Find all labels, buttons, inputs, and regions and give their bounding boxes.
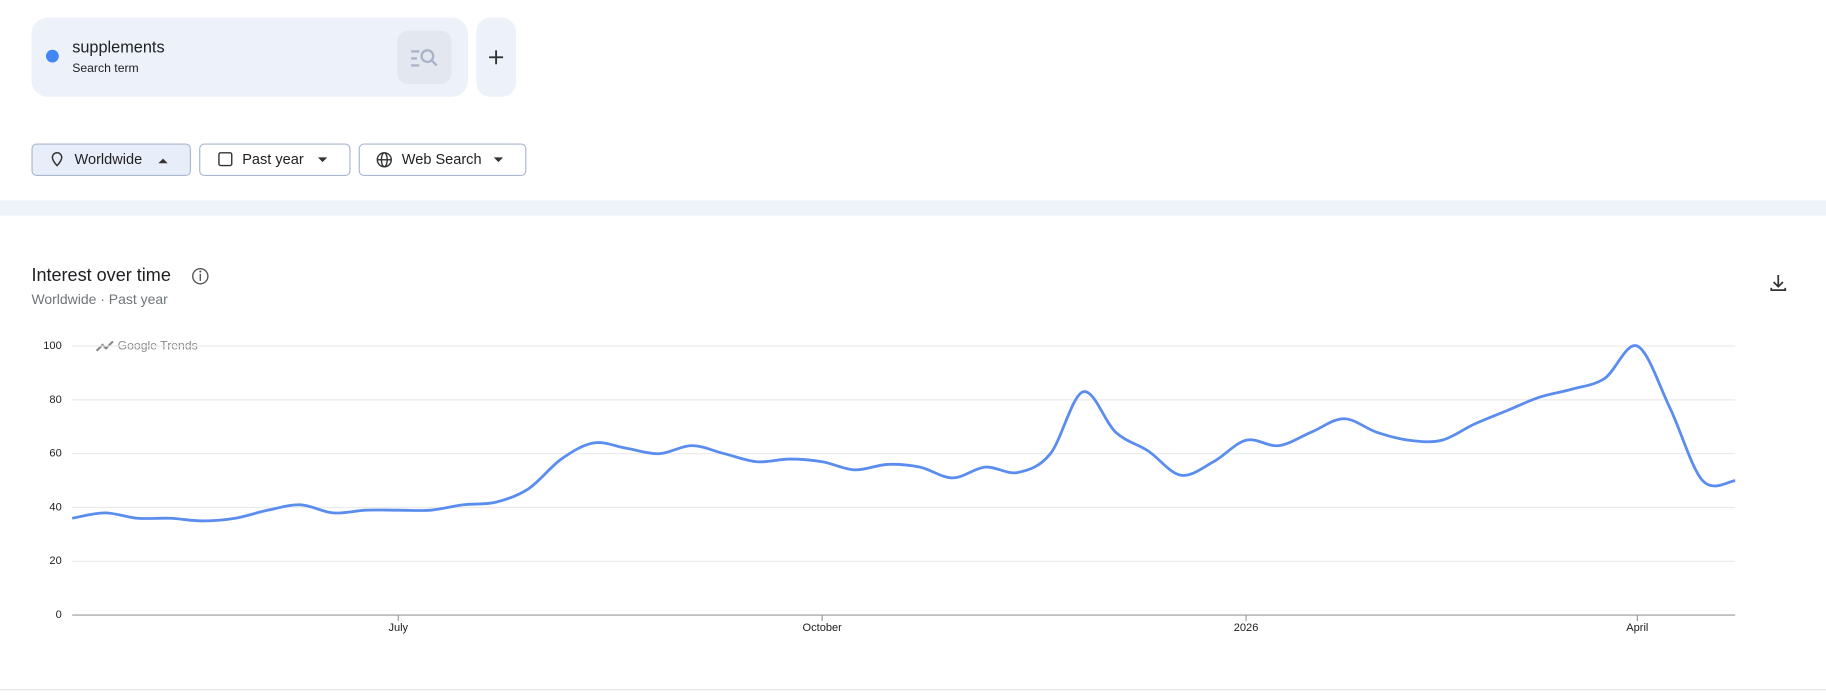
y-tick-label: 60 [49,448,61,460]
watermark: Google Trends [118,338,198,352]
term-icon-glyph [411,49,438,67]
filter-location[interactable] [31,143,191,177]
pin-icon [51,152,63,167]
plus-icon [489,50,504,65]
divider-band [0,200,1826,216]
search-term-card[interactable] [31,17,469,97]
caret [158,158,168,164]
filter-label: Worldwide [75,152,143,168]
calendar-icon [218,152,233,167]
trend-line [71,344,1736,523]
x-tick-label: October [803,622,843,634]
term-kind: Search term [72,61,139,75]
y-tick-label: 20 [49,555,61,567]
y-tick-label: 80 [49,394,61,406]
term-icon[interactable] [397,30,452,85]
term-name: supplements [72,38,164,56]
caret [493,157,504,163]
caret [317,157,328,163]
download-icon[interactable] [1770,275,1787,292]
y-tick-label: 0 [56,609,62,621]
x-tick-label: July [388,622,408,634]
chart-title: Interest over time [31,265,170,285]
chart-subtitle: Worldwide · Past year [31,291,168,307]
y-tick-label: 40 [49,501,61,513]
filter-label: Web Search [402,152,482,168]
info-icon[interactable] [192,267,209,285]
filter-property[interactable] [358,143,527,177]
filter-time[interactable] [199,143,351,177]
x-tick-label: 2026 [1234,622,1259,634]
globe-icon [376,152,392,168]
term-dot [45,49,59,63]
x-tick-label: April [1626,622,1648,634]
filter-label: Past year [242,152,304,168]
y-tick-label: 100 [43,340,61,352]
info-dot [199,270,202,273]
